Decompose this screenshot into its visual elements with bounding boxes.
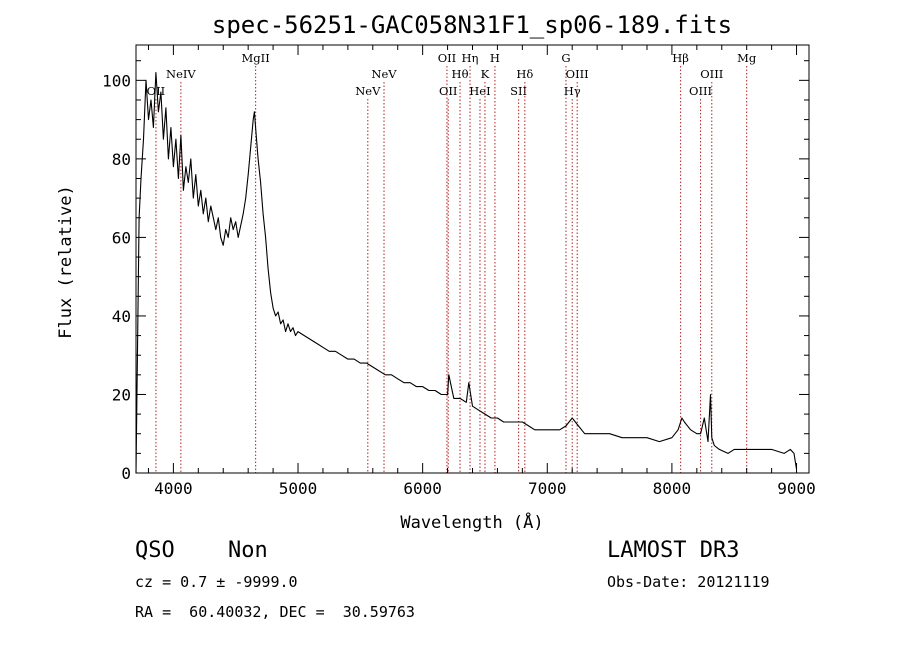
x-tick-label: 7000: [528, 479, 567, 498]
coordinates: RA = 60.40032, DEC = 30.59763: [135, 603, 415, 621]
line-label: NeV: [355, 84, 381, 98]
plot-frame: [135, 44, 810, 474]
redshift-readout: cz = 0.7 ± -9999.0: [135, 573, 298, 591]
line-label: Hδ: [516, 67, 533, 81]
object-class: QSO: [135, 538, 175, 563]
line-label: SII: [510, 84, 527, 98]
object-subclass: Non: [228, 538, 268, 563]
x-axis-label: Wavelength (Å): [400, 511, 543, 533]
survey-name: LAMOST DR3: [607, 538, 740, 563]
line-label: Hγ: [564, 84, 581, 98]
x-tick-label: 9000: [777, 479, 816, 498]
obs-date: Obs-Date: 20121119: [607, 573, 770, 591]
x-tick-label: 5000: [279, 479, 318, 498]
line-label: Hβ: [672, 51, 689, 65]
line-label: OIII: [689, 84, 712, 98]
line-label: H: [490, 51, 500, 65]
x-tick-label: 6000: [403, 479, 442, 498]
x-tick-label: 4000: [154, 479, 193, 498]
line-label: G: [561, 51, 570, 65]
line-label: OII: [438, 51, 457, 65]
line-label: OII: [147, 84, 166, 98]
line-label: K: [481, 67, 490, 81]
line-label: NeIV: [166, 67, 196, 81]
y-tick-label: 100: [102, 71, 131, 90]
y-axis-label: Flux (relative): [56, 185, 76, 339]
y-tick-label: 80: [112, 150, 131, 169]
spectrum-chart: spec-56251-GAC058N31F1_sp06-189.fits OII…: [56, 11, 816, 533]
y-tick-label: 60: [112, 228, 131, 247]
y-axis: 0 20 40 60 80 100: [102, 60, 809, 483]
line-label: Hθ: [452, 67, 469, 81]
chart-title: spec-56251-GAC058N31F1_sp06-189.fits: [212, 11, 732, 39]
line-label: OII: [439, 84, 458, 98]
x-axis: 4000 5000 6000 7000 8000 9000: [147, 45, 816, 498]
line-label: MgII: [242, 51, 270, 65]
line-label: OIII: [566, 67, 589, 81]
line-label: HeI: [469, 84, 490, 98]
x-tick-label: 8000: [653, 479, 692, 498]
spectrum-line: [135, 71, 798, 474]
y-tick-label: 0: [121, 464, 131, 483]
line-markers: OIINeIVMgIINeVNeVOIIOIIHθHηHeIKHSIIHδGHγ…: [147, 51, 757, 473]
y-tick-label: 20: [112, 385, 131, 404]
y-tick-label: 40: [112, 307, 131, 326]
line-label: Hη: [462, 51, 479, 65]
line-label: NeV: [371, 67, 397, 81]
line-label: Mg: [737, 51, 757, 65]
line-label: OIII: [700, 67, 723, 81]
